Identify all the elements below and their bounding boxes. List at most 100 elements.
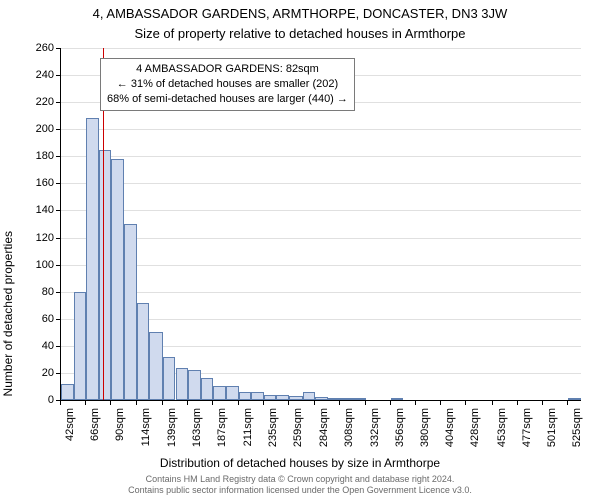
y-tick-label: 200 xyxy=(14,123,54,135)
x-tick-label: 332sqm xyxy=(369,408,381,468)
y-tick xyxy=(56,238,60,239)
y-tick xyxy=(56,265,60,266)
histogram-bar xyxy=(391,398,404,400)
x-tick-label: 428sqm xyxy=(469,408,481,468)
x-tick-label: 501sqm xyxy=(546,408,558,468)
x-tick xyxy=(440,401,441,405)
x-tick-label: 308sqm xyxy=(343,408,355,468)
y-tick-label: 20 xyxy=(14,367,54,379)
y-tick xyxy=(56,156,60,157)
histogram-bar xyxy=(213,386,226,400)
y-tick xyxy=(56,48,60,49)
histogram-bar xyxy=(568,398,581,400)
gridline xyxy=(61,183,581,184)
x-tick-label: 114sqm xyxy=(140,408,152,468)
y-tick xyxy=(56,75,60,76)
histogram-bar xyxy=(163,357,176,400)
x-tick xyxy=(162,401,163,405)
y-tick-label: 160 xyxy=(14,177,54,189)
x-tick xyxy=(517,401,518,405)
y-tick-label: 100 xyxy=(14,259,54,271)
footer-line-2: Contains public sector information licen… xyxy=(0,485,600,496)
x-tick xyxy=(187,401,188,405)
x-tick xyxy=(567,401,568,405)
gridline xyxy=(61,265,581,266)
x-tick xyxy=(136,401,137,405)
chart-title-address: 4, AMBASSADOR GARDENS, ARMTHORPE, DONCAS… xyxy=(0,6,600,21)
x-tick xyxy=(465,401,466,405)
y-tick xyxy=(56,346,60,347)
x-tick xyxy=(85,401,86,405)
chart-subtitle: Size of property relative to detached ho… xyxy=(0,26,600,41)
y-tick xyxy=(56,373,60,374)
y-tick-label: 80 xyxy=(14,286,54,298)
x-tick-label: 453sqm xyxy=(496,408,508,468)
histogram-bar xyxy=(188,370,201,400)
histogram-bar xyxy=(264,395,277,400)
histogram-bar xyxy=(303,392,316,400)
y-tick xyxy=(56,183,60,184)
x-tick xyxy=(288,401,289,405)
y-tick-label: 260 xyxy=(14,42,54,54)
y-tick-label: 240 xyxy=(14,69,54,81)
y-tick-label: 40 xyxy=(14,340,54,352)
gridline xyxy=(61,238,581,239)
x-tick xyxy=(110,401,111,405)
y-tick-label: 220 xyxy=(14,96,54,108)
x-tick-label: 235sqm xyxy=(267,408,279,468)
histogram-bar xyxy=(201,378,214,400)
histogram-bar xyxy=(61,384,74,400)
x-tick xyxy=(365,401,366,405)
chart-root: 4, AMBASSADOR GARDENS, ARMTHORPE, DONCAS… xyxy=(0,0,600,500)
histogram-bar xyxy=(86,118,99,400)
x-tick-label: 163sqm xyxy=(191,408,203,468)
x-tick xyxy=(314,401,315,405)
gridline xyxy=(61,48,581,49)
x-tick xyxy=(212,401,213,405)
annotation-line-1: 4 AMBASSADOR GARDENS: 82sqm xyxy=(107,62,348,77)
x-tick-label: 525sqm xyxy=(571,408,583,468)
x-tick-label: 404sqm xyxy=(444,408,456,468)
gridline xyxy=(61,210,581,211)
histogram-bar xyxy=(289,396,303,400)
y-tick xyxy=(56,292,60,293)
annotation-line-2: ← 31% of detached houses are smaller (20… xyxy=(107,77,348,92)
x-tick-label: 139sqm xyxy=(166,408,178,468)
x-tick-label: 284sqm xyxy=(318,408,330,468)
x-tick xyxy=(542,401,543,405)
x-tick-label: 477sqm xyxy=(521,408,533,468)
histogram-bar xyxy=(239,392,252,400)
y-tick-label: 140 xyxy=(14,204,54,216)
histogram-bar xyxy=(74,292,87,400)
histogram-bar xyxy=(276,395,289,400)
annotation-line-3: 68% of semi-detached houses are larger (… xyxy=(107,92,348,107)
x-tick xyxy=(238,401,239,405)
x-tick-label: 187sqm xyxy=(216,408,228,468)
y-tick xyxy=(56,210,60,211)
histogram-bar xyxy=(251,392,264,400)
annotation-callout: 4 AMBASSADOR GARDENS: 82sqm ← 31% of det… xyxy=(100,58,355,111)
x-tick xyxy=(263,401,264,405)
y-tick-label: 120 xyxy=(14,232,54,244)
histogram-bar xyxy=(353,398,366,400)
x-tick-label: 356sqm xyxy=(394,408,406,468)
x-tick-label: 42sqm xyxy=(64,408,76,468)
y-tick-label: 0 xyxy=(14,394,54,406)
histogram-bar xyxy=(226,386,239,400)
x-tick-label: 380sqm xyxy=(419,408,431,468)
y-tick xyxy=(56,129,60,130)
gridline xyxy=(61,129,581,130)
x-tick-label: 90sqm xyxy=(114,408,126,468)
histogram-bar xyxy=(137,303,150,400)
histogram-bar xyxy=(315,397,328,400)
histogram-bar xyxy=(111,159,124,400)
x-tick xyxy=(415,401,416,405)
x-tick xyxy=(60,401,61,405)
histogram-bar xyxy=(340,398,353,400)
y-tick xyxy=(56,319,60,320)
footer-line-1: Contains HM Land Registry data © Crown c… xyxy=(0,474,600,485)
x-tick-label: 66sqm xyxy=(89,408,101,468)
y-tick-label: 60 xyxy=(14,313,54,325)
histogram-bar xyxy=(149,332,163,400)
x-tick-label: 259sqm xyxy=(292,408,304,468)
